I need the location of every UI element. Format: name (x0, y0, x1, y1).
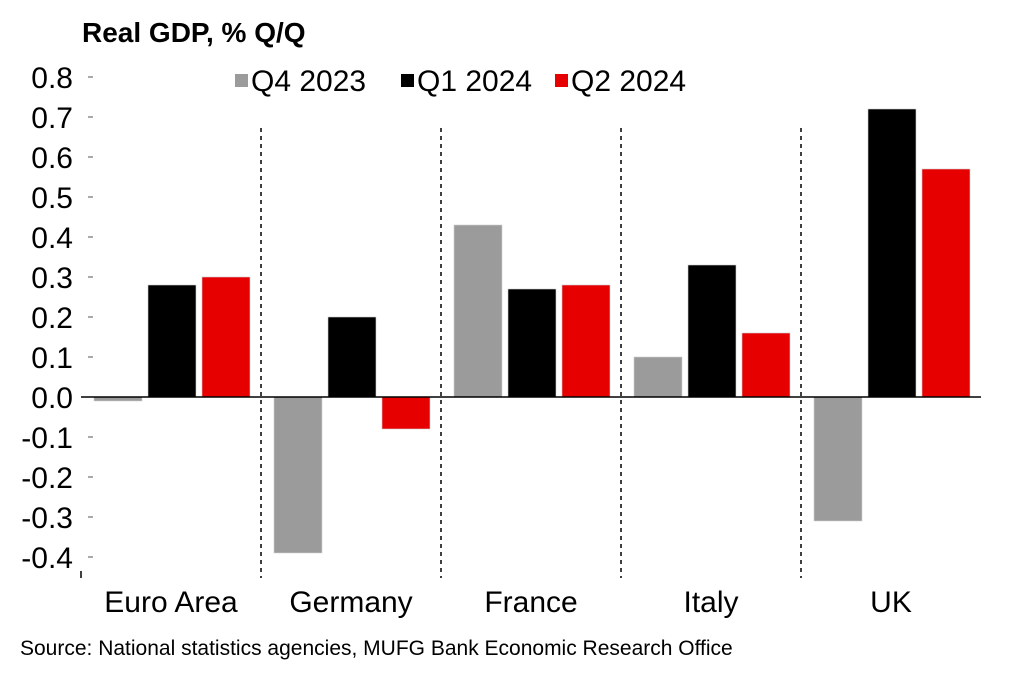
bar-q2-2024-euro-area (201, 276, 251, 398)
bar-q1-2024-france (507, 288, 557, 398)
bar-q4-2023-uk (813, 396, 863, 522)
legend-label: Q4 2023 (251, 65, 366, 98)
y-tick-label: -0.4 (21, 542, 73, 575)
legend-swatch (555, 74, 568, 87)
source-note: Source: National statistics agencies, MU… (20, 637, 733, 660)
y-tick-label: 0.4 (31, 222, 73, 255)
legend-swatch (235, 74, 248, 87)
legend-swatch (401, 74, 414, 87)
bars (93, 108, 971, 554)
bar-q4-2023-germany (273, 396, 323, 554)
bar-q1-2024-uk (867, 108, 917, 398)
legend-label: Q1 2024 (417, 65, 532, 98)
bar-q2-2024-italy (741, 332, 791, 398)
bar-q2-2024-france (561, 284, 611, 398)
y-tick-label: 0.3 (31, 262, 73, 295)
y-tick-label: 0.7 (31, 102, 73, 135)
group-separators (80, 128, 802, 578)
x-category-label: UK (870, 586, 912, 619)
y-tick-label: 0.1 (31, 342, 73, 375)
bar-q1-2024-germany (327, 316, 377, 398)
x-category-label: Italy (683, 586, 738, 619)
bar-q2-2024-germany (381, 396, 431, 430)
bar-q1-2024-euro-area (147, 284, 197, 398)
y-tick-label: -0.2 (21, 462, 73, 495)
bar-q2-2024-uk (921, 168, 971, 398)
bar-q4-2023-france (453, 224, 503, 398)
x-category-label: Euro Area (104, 586, 238, 619)
bar-q1-2024-italy (687, 264, 737, 398)
y-axis: 0.8 0.7 0.6 0.5 0.4 0.3 0.2 0.1 0.0 -0.1 -0.2 -0.3 -… (21, 62, 93, 575)
legend: Q4 2023 Q1 2024 Q2 2024 (235, 65, 686, 98)
y-tick-label: 0.8 (31, 62, 73, 95)
legend-label: Q2 2024 (571, 65, 686, 98)
x-category-label: Germany (289, 586, 412, 619)
chart-title: Real GDP, % Q/Q (82, 17, 306, 48)
y-tick-label: 0.6 (31, 142, 73, 175)
bar-q4-2023-italy (633, 356, 683, 398)
y-tick-label: 0.0 (31, 382, 73, 415)
x-axis: Euro Area Germany France Italy UK (81, 396, 981, 619)
y-tick-label: -0.3 (21, 502, 73, 535)
x-category-label: France (484, 586, 577, 619)
y-tick-label: 0.5 (31, 182, 73, 215)
y-tick-label: -0.1 (21, 422, 73, 455)
y-tick-label: 0.2 (31, 302, 73, 335)
